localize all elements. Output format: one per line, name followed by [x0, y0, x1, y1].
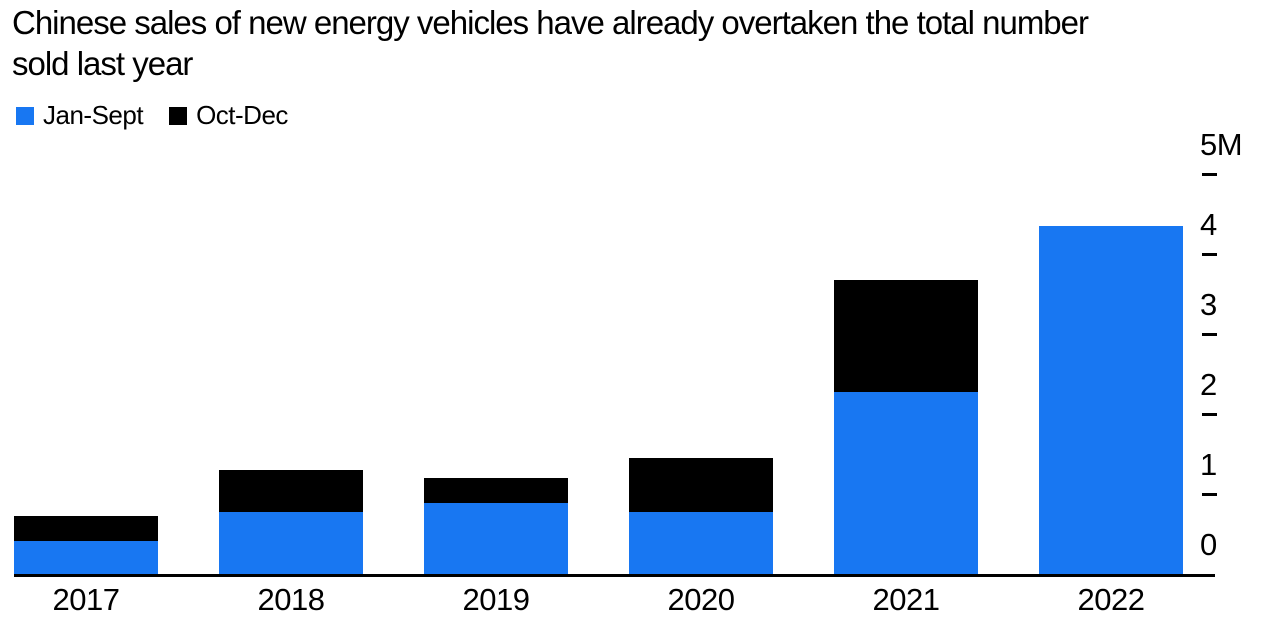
x-axis-label-2022: 2022	[1077, 582, 1145, 617]
y-axis-tick	[1202, 333, 1217, 336]
y-axis-tick-label: 5M	[1200, 127, 1243, 162]
y-axis-tick-label: 0	[1200, 527, 1217, 562]
bar-2019-jan-sept	[424, 503, 568, 574]
bar-2018-oct-dec	[219, 470, 363, 512]
y-axis-tick	[1202, 173, 1217, 176]
chart-title-line-1: Chinese sales of new energy vehicles hav…	[12, 4, 1089, 41]
y-axis-tick	[1202, 253, 1217, 256]
bar-2021-oct-dec	[834, 280, 978, 392]
bar-2021-jan-sept	[834, 392, 978, 574]
y-axis-tick-label: 1	[1200, 447, 1217, 482]
legend-item-jan-sept: Jan-Sept	[16, 100, 144, 131]
legend-swatch-icon	[169, 106, 188, 125]
bar-2017-oct-dec	[14, 516, 158, 541]
bar-2022-jan-sept	[1039, 226, 1183, 574]
bar-2017-jan-sept	[14, 541, 158, 574]
chart-title: Chinese sales of new energy vehicles hav…	[12, 2, 1276, 84]
bar-2020-oct-dec	[629, 458, 773, 512]
legend-swatch-icon	[16, 106, 34, 125]
x-axis-label-2021: 2021	[872, 582, 940, 617]
legend-label: Oct-Dec	[196, 100, 288, 130]
legend-label: Jan-Sept	[43, 100, 144, 130]
y-axis-tick-label: 3	[1200, 287, 1217, 322]
x-axis-label-2018: 2018	[257, 582, 325, 617]
chart-title-line-2: sold last year	[12, 45, 193, 82]
legend-item-oct-dec: Oct-Dec	[169, 100, 288, 131]
bar-2020-jan-sept	[629, 512, 773, 574]
legend: Jan-Sept Oct-Dec	[16, 100, 288, 131]
bar-2018-jan-sept	[219, 512, 363, 574]
x-axis-label-2017: 2017	[52, 582, 120, 617]
x-axis-line	[14, 574, 1215, 577]
y-axis-tick	[1202, 493, 1217, 496]
bar-2019-oct-dec	[424, 478, 568, 503]
y-axis-tick	[1202, 413, 1217, 416]
x-axis-label-2019: 2019	[462, 582, 530, 617]
y-axis-tick-label: 2	[1200, 367, 1217, 402]
y-axis-tick-label: 4	[1200, 207, 1217, 242]
x-axis-label-2020: 2020	[667, 582, 735, 617]
